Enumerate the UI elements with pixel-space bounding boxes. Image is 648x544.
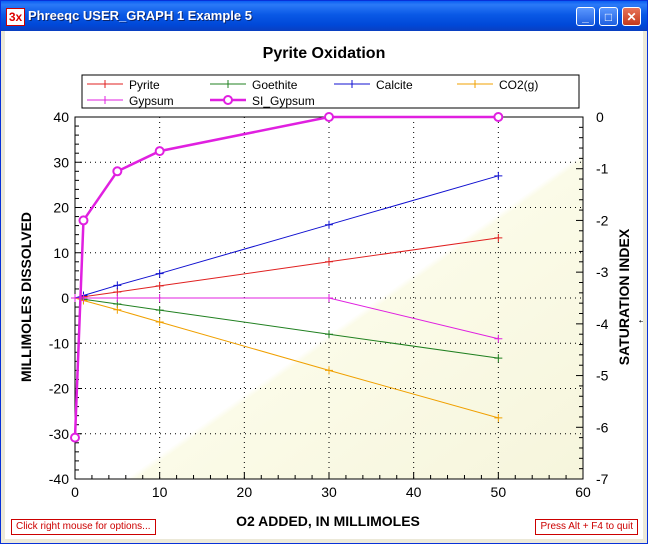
plus-marker [494, 171, 503, 180]
maximize-button[interactable]: □ [599, 7, 618, 26]
graph-area[interactable]: Pyrite Oxidation Pyrite Goethite Calcite CO… [5, 31, 648, 539]
legend-label: SI_Gypsum [252, 94, 315, 108]
window-title: Phreeqc USER_GRAPH 1 Example 5 [28, 8, 252, 23]
series-si-gypsum [70, 112, 504, 443]
plus-marker [101, 80, 109, 88]
status-options-hint: Click right mouse for options... [11, 519, 156, 535]
circle-marker [324, 112, 334, 122]
plus-marker [101, 96, 109, 104]
x-tick-label: 20 [237, 484, 253, 500]
y2-tick-label: -3 [596, 264, 609, 280]
y2-tick-label: -6 [596, 419, 609, 435]
x-tick-label: 30 [321, 484, 337, 500]
y-tick-label: -40 [49, 471, 69, 487]
plus-marker [325, 366, 333, 375]
plus-marker [113, 305, 122, 314]
y-tick-label: 10 [53, 245, 69, 261]
y-tick-label: -20 [49, 381, 69, 397]
y2-tick-label: 0 [596, 109, 604, 125]
plus-marker [71, 294, 79, 302]
legend-item: SI_Gypsum [210, 94, 315, 108]
circle-marker [78, 215, 89, 226]
axes: 0 10 20 30 40 50 60403020100-10-20-30-400-1-2-… [49, 109, 609, 500]
circle-marker [493, 112, 504, 122]
plus-marker [325, 294, 333, 302]
circle-marker [70, 432, 80, 443]
plus-marker [494, 354, 503, 363]
y-tick-label: 30 [53, 154, 69, 170]
x-axis-label: O2 ADDED, IN MILLIMOLES [236, 513, 420, 529]
y2-axis-label: SATURATION INDEX [616, 228, 632, 365]
plus-marker [155, 306, 164, 315]
x-tick-label: 60 [575, 484, 591, 500]
legend-item: Gypsum [87, 94, 174, 108]
plus-marker [348, 80, 356, 88]
series-group [70, 112, 504, 443]
y-tick-label: -30 [49, 426, 69, 442]
plus-marker [494, 233, 503, 242]
legend-item: CO2(g) [457, 78, 538, 92]
legend-label: CO2(g) [499, 78, 538, 92]
x-tick-label: 50 [491, 484, 507, 500]
plus-marker [325, 257, 333, 266]
legend-item: Goethite [210, 78, 298, 92]
plus-marker [325, 220, 333, 229]
resize-cursor-icon: ↔ [637, 314, 643, 326]
legend-label: Goethite [252, 78, 298, 92]
legend-item: Pyrite [87, 78, 160, 92]
plus-marker [113, 281, 122, 290]
legend-box [81, 74, 580, 109]
y2-tick-label: -7 [596, 471, 609, 487]
y2-tick-label: -4 [596, 316, 609, 332]
legend-label: Pyrite [129, 78, 160, 92]
y2-tick-label: -5 [596, 368, 609, 384]
plus-marker [113, 294, 122, 302]
app-icon[interactable]: 3x [6, 8, 25, 26]
y-axis-label: MILLIMOLES DISSOLVED [18, 212, 34, 382]
legend-item: Calcite [334, 78, 413, 92]
chart-legend: Pyrite Goethite Calcite CO2(g) Gypsum SI_Gyps… [81, 74, 580, 109]
plus-marker [155, 317, 164, 326]
circle-marker [223, 95, 233, 105]
y-tick-label: 40 [53, 109, 69, 125]
close-button[interactable]: ✕ [622, 7, 641, 26]
plus-marker [471, 80, 479, 88]
y2-tick-label: -1 [596, 161, 609, 177]
plus-marker [494, 413, 503, 422]
title-bar[interactable]: 3x Phreeqc USER_GRAPH 1 Example 5 _ □ ✕ [1, 1, 647, 31]
plus-marker [494, 334, 503, 343]
legend-label: Gypsum [129, 94, 174, 108]
y2-tick-label: -2 [596, 212, 609, 228]
y-tick-label: -10 [49, 335, 69, 351]
x-tick-label: 0 [71, 484, 79, 500]
series-gypsum [71, 294, 503, 343]
series-line [73, 115, 499, 438]
plus-marker [155, 269, 164, 278]
x-tick-label: 10 [152, 484, 168, 500]
chart-title: Pyrite Oxidation [263, 45, 386, 62]
plus-marker [155, 294, 164, 302]
chart-svg: Pyrite Oxidation Pyrite Goethite Calcite CO… [18, 45, 648, 529]
legend-label: Calcite [376, 78, 413, 92]
circle-marker [112, 166, 123, 177]
y-tick-label: 0 [61, 290, 69, 306]
y-tick-label: 20 [53, 200, 69, 216]
circle-marker [154, 146, 165, 157]
plus-marker [155, 281, 164, 290]
status-quit-hint: Press Alt + F4 to quit [535, 519, 638, 535]
plus-marker [325, 330, 333, 339]
minimize-button[interactable]: _ [576, 7, 595, 26]
plus-marker [224, 80, 232, 88]
x-tick-label: 40 [406, 484, 422, 500]
